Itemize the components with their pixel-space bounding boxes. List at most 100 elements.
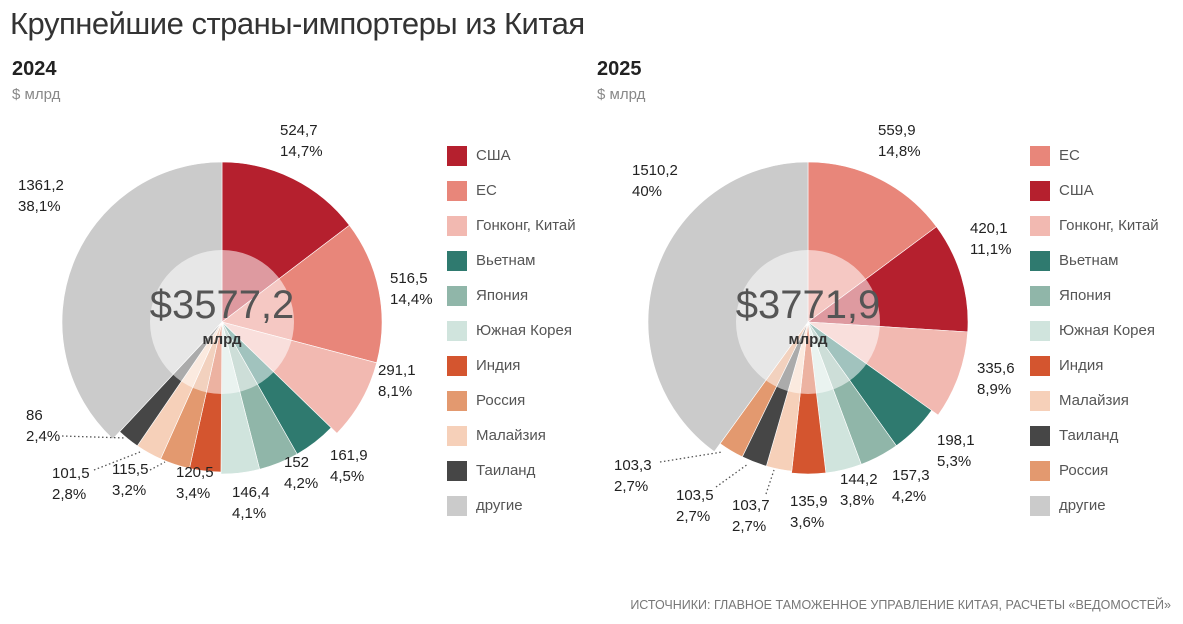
legend-item: Вьетнам: [447, 243, 576, 278]
legend-swatch: [447, 250, 467, 271]
pie-slice: [647, 161, 809, 453]
data-label: 144,2 3,8%: [840, 471, 878, 509]
data-label: 559,9 14,8%: [878, 122, 921, 160]
total-unit: млрд: [789, 331, 828, 348]
legend-2024: США ЕС Гонконг, Китай Вьетнам Япония Южная Ко…: [447, 138, 576, 523]
legend-swatch: [447, 495, 467, 516]
legend-swatch: [447, 145, 467, 166]
legend-swatch: [447, 285, 467, 306]
data-label: 86 2,4%: [26, 407, 60, 445]
legend-label: Гонконг, Китай: [476, 217, 576, 234]
legend-item: Япония: [447, 278, 576, 313]
data-label: 157,3 4,2%: [892, 467, 930, 505]
legend-label: Малайзия: [1059, 392, 1129, 409]
legend-item: Южная Корея: [1030, 313, 1159, 348]
legend-swatch: [1030, 390, 1050, 411]
data-label: 115,5 3,2%: [112, 461, 148, 499]
data-label: 103,7 2,7%: [732, 497, 770, 535]
legend-item: Малайзия: [447, 418, 576, 453]
legend-swatch: [1030, 355, 1050, 376]
legend-item: Россия: [1030, 453, 1159, 488]
data-label: 135,9 3,6%: [790, 493, 828, 531]
legend-swatch: [447, 180, 467, 201]
legend-label: США: [1059, 182, 1094, 199]
legend-label: Япония: [1059, 287, 1112, 304]
leader-line: [61, 435, 126, 439]
legend-item: США: [447, 138, 576, 173]
legend-item: ЕС: [1030, 138, 1159, 173]
legend-label: Япония: [476, 287, 529, 304]
legend-item: Индия: [447, 348, 576, 383]
legend-item: ЕС: [447, 173, 576, 208]
legend-label: Россия: [1059, 462, 1109, 479]
data-label: 524,7 14,7%: [280, 122, 323, 160]
legend-2025: ЕС США Гонконг, Китай Вьетнам Япония Южная Ко…: [1030, 138, 1159, 523]
data-label: 1510,2 40%: [632, 162, 678, 200]
total-value: $3577,2: [150, 283, 295, 327]
legend-swatch: [447, 390, 467, 411]
leader-line: [659, 451, 723, 463]
chart-title: Крупнейшие страны-импортеры из Китая: [10, 6, 585, 41]
legend-swatch: [1030, 460, 1050, 481]
legend-item: Малайзия: [1030, 383, 1159, 418]
legend-swatch: [1030, 285, 1050, 306]
total-value: $3771,9: [736, 283, 881, 327]
legend-swatch: [1030, 180, 1050, 201]
data-label: 152 4,2%: [284, 454, 318, 492]
legend-swatch: [1030, 425, 1050, 446]
data-label: 335,6 8,9%: [977, 360, 1015, 398]
leader-line: [149, 461, 166, 471]
legend-label: Южная Корея: [476, 322, 572, 339]
legend-swatch: [447, 320, 467, 341]
data-label: 1361,2 38,1%: [18, 177, 64, 215]
legend-item: Южная Корея: [447, 313, 576, 348]
legend-label: Таиланд: [476, 462, 536, 479]
legend-item: Таиланд: [1030, 418, 1159, 453]
center-circle: [150, 250, 294, 394]
legend-label: ЕС: [1059, 147, 1080, 164]
legend-swatch: [1030, 215, 1050, 236]
data-label: 516,5 14,4%: [390, 270, 433, 308]
pie-2025: $3771,9 млрд 559,9 14,8% 420,1 11,1% 335,6 8,9%…: [614, 122, 1015, 535]
data-label: 161,9 4,5%: [330, 447, 368, 485]
center-circle: [736, 250, 880, 394]
legend-item: Гонконг, Китай: [1030, 208, 1159, 243]
legend-label: другие: [476, 497, 523, 514]
legend-label: Индия: [1059, 357, 1104, 374]
legend-item: другие: [1030, 488, 1159, 523]
legend-item: Индия: [1030, 348, 1159, 383]
legend-swatch: [447, 460, 467, 481]
legend-label: Малайзия: [476, 427, 546, 444]
data-label: 120,5 3,4%: [176, 464, 214, 502]
legend-item: Гонконг, Китай: [447, 208, 576, 243]
legend-label: другие: [1059, 497, 1106, 514]
data-label: 103,5 2,7%: [676, 487, 714, 525]
year-2025: 2025: [597, 58, 642, 80]
legend-swatch: [1030, 250, 1050, 271]
legend-label: Южная Корея: [1059, 322, 1155, 339]
data-label: 103,3 2,7%: [614, 457, 652, 495]
legend-label: Вьетнам: [1059, 252, 1119, 269]
unit-2025: $ млрд: [597, 86, 646, 103]
legend-swatch: [447, 425, 467, 446]
legend-label: Индия: [476, 357, 521, 374]
unit-2024: $ млрд: [12, 86, 61, 103]
leader-line: [765, 469, 775, 495]
legend-label: ЕС: [476, 182, 497, 199]
total-unit: млрд: [203, 331, 242, 348]
pie-slice: [61, 161, 223, 440]
data-label: 101,5 2,8%: [52, 465, 90, 503]
leader-line: [93, 451, 141, 471]
pie-slice: [791, 321, 827, 475]
legend-label: Гонконг, Китай: [1059, 217, 1159, 234]
legend-item: США: [1030, 173, 1159, 208]
data-label: 291,1 8,1%: [378, 362, 416, 400]
data-label: 420,1 11,1%: [970, 220, 1011, 258]
data-label: 146,4 4,1%: [232, 484, 270, 522]
legend-label: Вьетнам: [476, 252, 536, 269]
legend-swatch: [1030, 145, 1050, 166]
legend-item: другие: [447, 488, 576, 523]
legend-item: Вьетнам: [1030, 243, 1159, 278]
legend-swatch: [447, 355, 467, 376]
